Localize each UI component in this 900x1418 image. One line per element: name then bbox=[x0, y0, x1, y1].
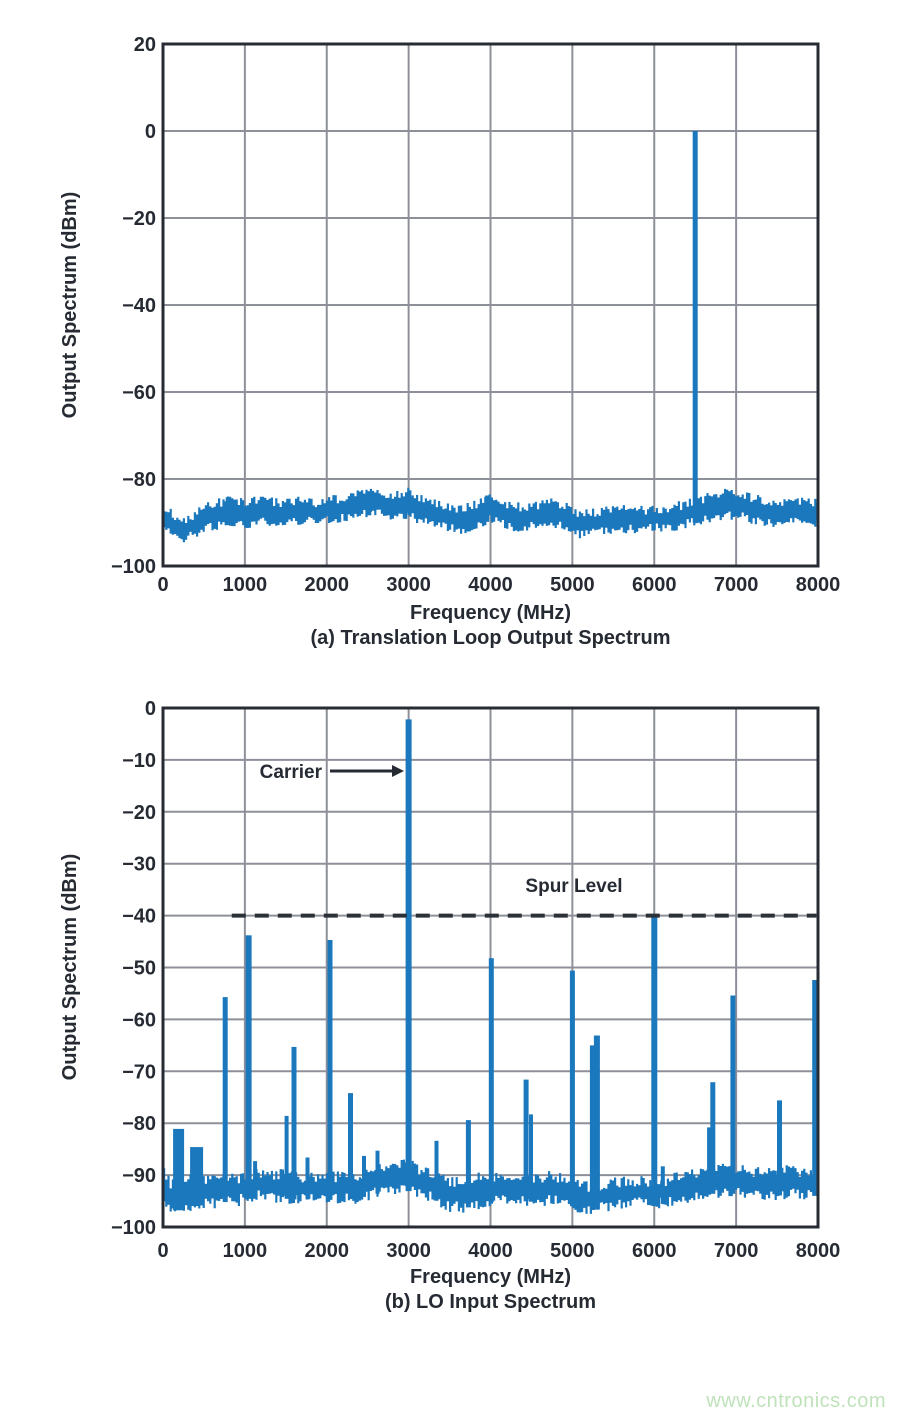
spur-peak bbox=[245, 935, 252, 1199]
spur-peak bbox=[529, 1114, 533, 1202]
x-tick-label: 6000 bbox=[632, 1240, 677, 1262]
y-tick-label: −60 bbox=[122, 382, 156, 404]
spur-peak bbox=[488, 958, 494, 1203]
spur-peak bbox=[434, 1140, 439, 1201]
carrier-arrow-head bbox=[392, 765, 404, 777]
spur-peak bbox=[348, 1093, 353, 1199]
spur-peak bbox=[812, 980, 818, 1196]
chart-a-y-axis-title: Output Spectrum (dBm) bbox=[59, 191, 81, 419]
y-tick-label: 20 bbox=[134, 34, 156, 56]
chart-a-translation-loop-output-spectrum: 200−20−40−60−80−1000 1000 2000 3000 4000 5000… bbox=[111, 34, 841, 596]
y-tick-label: −30 bbox=[122, 854, 156, 876]
spur-peak bbox=[465, 1120, 471, 1208]
spur-peak bbox=[362, 1155, 366, 1197]
spur-peak bbox=[190, 1147, 204, 1206]
plot-border bbox=[161, 706, 820, 1229]
chart-a-caption: (a) Translation Loop Output Spectrum bbox=[310, 627, 671, 649]
spur-peak bbox=[569, 970, 575, 1207]
spur-peak bbox=[651, 916, 658, 1205]
y-tick-label: −90 bbox=[122, 1165, 156, 1187]
x-tick-label: 0 bbox=[157, 1240, 168, 1262]
spur-peak bbox=[284, 1115, 289, 1199]
spur-peak bbox=[173, 1128, 185, 1211]
y-tick-label: −10 bbox=[122, 750, 156, 772]
y-tick-label: 0 bbox=[145, 121, 156, 143]
spur-peak bbox=[367, 491, 372, 516]
y-tick-label: −20 bbox=[122, 802, 156, 824]
x-tick-label: 5000 bbox=[550, 574, 595, 596]
plot-border bbox=[161, 42, 820, 568]
spur-peak bbox=[225, 497, 230, 524]
spur-peak bbox=[710, 1082, 716, 1194]
spur-peak bbox=[593, 1035, 600, 1210]
spur-level-label: Spur Level bbox=[525, 876, 622, 897]
y-tick-label: −100 bbox=[111, 1217, 156, 1239]
spur-peak bbox=[407, 490, 412, 516]
x-tick-label: 7000 bbox=[714, 574, 759, 596]
x-tick-label: 5000 bbox=[550, 1240, 595, 1262]
x-tick-label: 8000 bbox=[796, 574, 841, 596]
y-tick-label: −70 bbox=[122, 1061, 156, 1083]
x-tick-label: 0 bbox=[157, 574, 168, 596]
spur-peak bbox=[327, 940, 333, 1200]
carrier-label: Carrier bbox=[260, 762, 323, 783]
y-tick-label: −40 bbox=[122, 906, 156, 928]
watermark-text: www.cntronics.com bbox=[706, 1390, 886, 1412]
spur-peak bbox=[485, 495, 490, 522]
spur-peak bbox=[589, 1045, 595, 1210]
y-tick-label: −20 bbox=[122, 208, 156, 230]
spur-peak bbox=[660, 1166, 665, 1204]
chart-b-x-axis-title: Frequency (MHz) bbox=[409, 1266, 572, 1288]
y-tick-label: −50 bbox=[122, 958, 156, 980]
chart-b-caption: (b) LO Input Spectrum bbox=[384, 1291, 597, 1313]
y-tick-label: −80 bbox=[122, 1113, 156, 1135]
x-tick-label: 8000 bbox=[796, 1240, 841, 1262]
y-tick-label: −80 bbox=[122, 469, 156, 491]
spur-peak bbox=[253, 1161, 258, 1198]
spur-peak bbox=[305, 1157, 310, 1200]
carrier-peak bbox=[405, 719, 412, 1192]
x-tick-label: 7000 bbox=[714, 1240, 759, 1262]
spur-peak bbox=[523, 1079, 529, 1202]
spur-peak bbox=[777, 1100, 782, 1196]
chart-b-y-axis-title: Output Spectrum (dBm) bbox=[59, 853, 81, 1081]
y-tick-label: −100 bbox=[111, 556, 156, 578]
spur-peak bbox=[730, 995, 736, 1194]
chart-b-lo-input-spectrum: Spur Level Carrier 0 −10 −20 −30 −40 −50 −60 −70 −… bbox=[111, 698, 841, 1262]
y-tick-label: −40 bbox=[122, 295, 156, 317]
x-tick-label: 2000 bbox=[305, 1240, 350, 1262]
x-tick-label: 6000 bbox=[632, 574, 677, 596]
y-tick-label: −60 bbox=[122, 1009, 156, 1031]
x-tick-label: 3000 bbox=[386, 1240, 431, 1262]
noise-floor-trace bbox=[163, 487, 818, 543]
spur-peak bbox=[291, 1046, 297, 1200]
chart-a-x-axis-title: Frequency (MHz) bbox=[409, 602, 572, 624]
spur-peak bbox=[375, 1150, 380, 1194]
x-tick-label: 3000 bbox=[386, 574, 431, 596]
carrier-peak bbox=[692, 131, 698, 523]
x-tick-label: 4000 bbox=[468, 1240, 513, 1262]
y-tick-label: 0 bbox=[145, 698, 156, 720]
x-tick-label: 4000 bbox=[468, 574, 513, 596]
x-tick-label: 2000 bbox=[305, 574, 350, 596]
spur-peak bbox=[707, 1127, 712, 1195]
x-tick-label: 1000 bbox=[223, 1240, 268, 1262]
x-tick-label: 1000 bbox=[223, 574, 268, 596]
spur-peak bbox=[222, 997, 228, 1203]
